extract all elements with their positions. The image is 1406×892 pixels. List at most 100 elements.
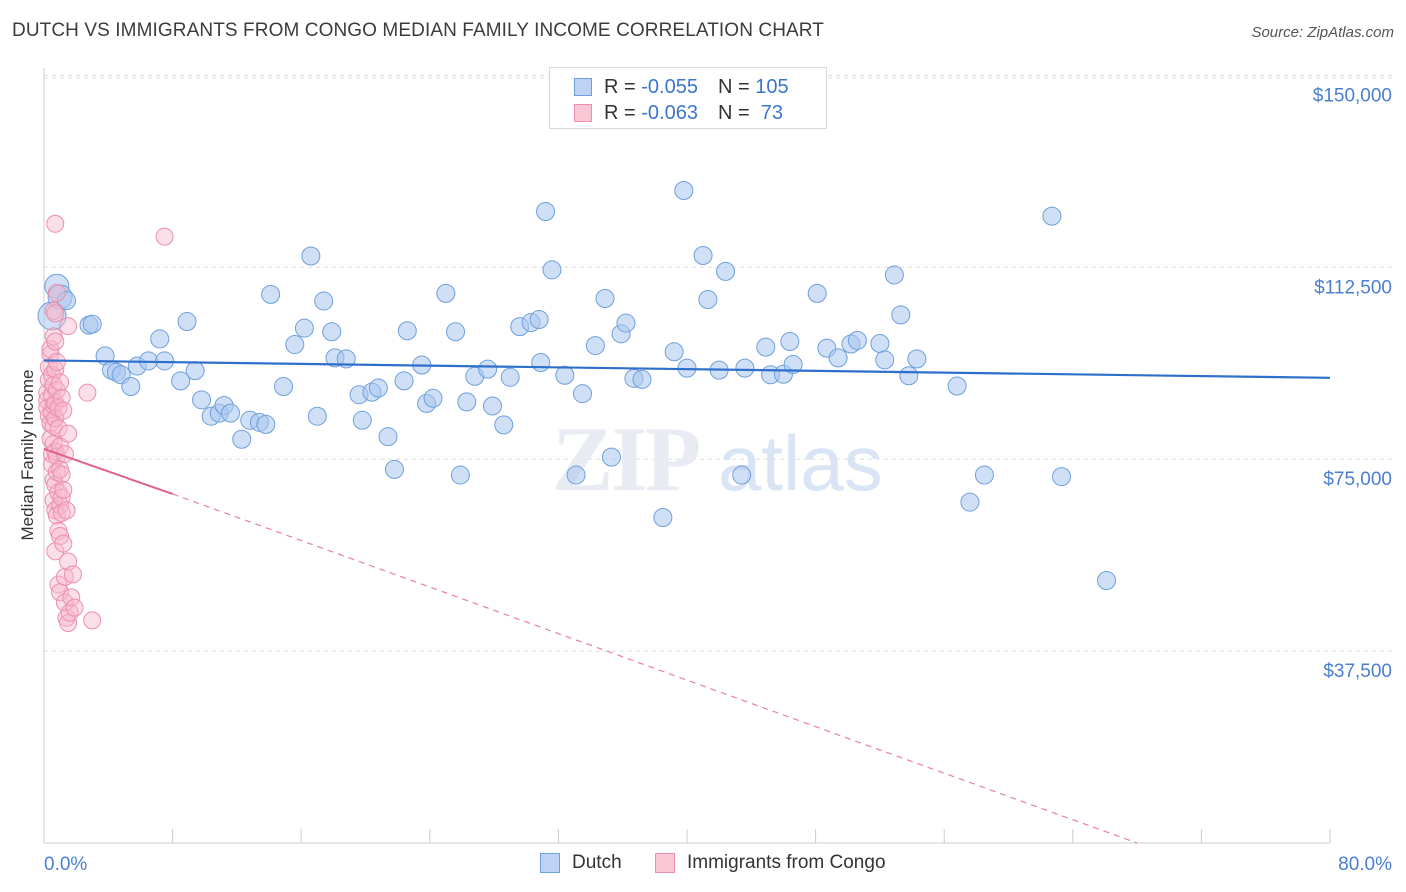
dutch-point (423, 388, 443, 408)
congo-trend-line-dashed (172, 493, 1138, 844)
dutch-point (542, 260, 562, 280)
congo-point (47, 506, 66, 525)
chart-title: DUTCH VS IMMIGRANTS FROM CONGO MEDIAN FA… (12, 20, 824, 41)
y-tick-label: $75,000 (1323, 469, 1392, 490)
dutch-point (756, 337, 776, 357)
congo-point (51, 373, 70, 392)
congo-point (52, 503, 71, 522)
dutch-point (947, 376, 967, 396)
dutch-point (536, 202, 556, 222)
congo-point (78, 383, 97, 402)
congo-point (59, 317, 78, 336)
dutch-point (1042, 206, 1062, 226)
congo-point (46, 304, 65, 323)
dutch-point (875, 350, 895, 370)
congo-swatch (574, 104, 592, 122)
dutch-point (185, 361, 205, 381)
watermark-atlas: atlas (718, 419, 883, 507)
dutch-point (500, 367, 520, 387)
dutch-n-value: 105 (755, 75, 789, 98)
dutch-points (37, 181, 1117, 590)
dutch-point (693, 246, 713, 266)
label-layer: $37,500 $75,000 $112,500 $150,000 0.0% 80.0% M… (18, 85, 1392, 875)
congo-point (49, 575, 68, 594)
congo-point (63, 565, 82, 584)
congo-point (49, 399, 68, 418)
dutch-point (82, 314, 102, 334)
dutch-point (616, 313, 636, 333)
congo-point (46, 332, 65, 351)
dutch-point (121, 377, 141, 397)
dutch-point (698, 290, 718, 310)
dutch-point (828, 348, 848, 368)
congo-point (83, 611, 102, 630)
legend-row-dutch: R = -0.055 N = 105 (574, 74, 789, 100)
dutch-point (732, 465, 752, 485)
congo-point (54, 480, 73, 499)
dutch-point (870, 334, 890, 354)
dutch-point (716, 261, 736, 281)
congo-points (38, 214, 174, 632)
dutch-trend-line (43, 359, 1331, 379)
dutch-point (566, 465, 586, 485)
x-tick-label-min: 0.0% (44, 854, 87, 875)
congo-r-label: R = (604, 101, 642, 124)
dutch-point (446, 322, 466, 342)
congo-r-value: -0.063 (641, 101, 698, 124)
dutch-point (529, 309, 549, 329)
dutch-point (177, 312, 197, 332)
source-label: Source: ZipAtlas.com (1251, 24, 1394, 41)
dutch-point (314, 291, 334, 311)
dutch-point (884, 265, 904, 285)
dutch-point (285, 335, 305, 355)
dutch-point (974, 465, 994, 485)
dutch-point (220, 403, 240, 423)
dutch-point (436, 283, 456, 303)
dutch-point (482, 396, 502, 416)
y-axis-label: Median Family Income (18, 369, 37, 540)
congo-point (44, 416, 63, 435)
dutch-point (394, 371, 414, 391)
congo-point (47, 462, 66, 481)
congo-n-value: 73 (755, 101, 784, 124)
legend-row-congo: R = -0.063 N = 73 (574, 100, 783, 126)
dutch-point (632, 369, 652, 389)
dutch-point (352, 410, 372, 430)
congo-point (65, 598, 84, 617)
congo-trend-line-solid (43, 448, 173, 495)
dutch-point (384, 459, 404, 479)
dutch-point (807, 283, 827, 303)
dutch-point (674, 181, 694, 201)
dutch-point (1052, 467, 1072, 487)
watermark-zip: ZIP (552, 408, 699, 510)
dutch-point (847, 330, 867, 350)
dutch-point (899, 366, 919, 386)
bottom-congo-label: Immigrants from Congo (687, 852, 886, 873)
dutch-point (780, 331, 800, 351)
dutch-point (478, 359, 498, 379)
dutch-point (397, 321, 417, 341)
dutch-point (457, 392, 477, 412)
congo-point (54, 534, 73, 553)
congo-point (59, 424, 78, 443)
trend-layer (43, 359, 1331, 844)
congo-point (54, 401, 73, 420)
dutch-point (907, 349, 927, 369)
dutch-point (322, 322, 342, 342)
dutch-point (783, 355, 803, 375)
bottom-congo-swatch (655, 853, 675, 873)
x-tick-label-max: 80.0% (1338, 854, 1392, 875)
dutch-point (653, 508, 673, 528)
congo-point (155, 227, 174, 246)
dutch-point (1097, 570, 1117, 590)
dutch-r-value: -0.055 (641, 75, 698, 98)
dutch-point (664, 342, 684, 362)
dutch-point (555, 365, 575, 385)
dutch-point (192, 390, 212, 410)
congo-n-label: N = (717, 101, 756, 124)
y-tick-label: $37,500 (1323, 661, 1392, 682)
congo-point (57, 501, 76, 520)
congo-point (62, 588, 81, 607)
dutch-point (57, 291, 77, 311)
